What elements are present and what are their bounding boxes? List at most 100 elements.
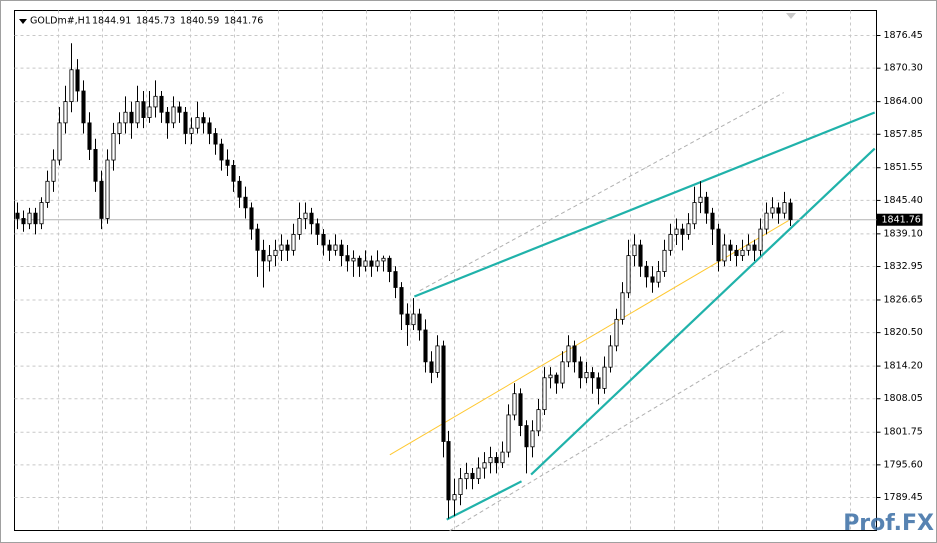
y-tick-label: 1876.45	[884, 30, 923, 41]
y-tick-label: 1795.60	[884, 459, 923, 470]
candle-body	[411, 313, 416, 326]
candle-body	[183, 111, 188, 134]
candle-body	[734, 249, 739, 257]
candle-body	[656, 271, 661, 283]
candle-body	[315, 223, 320, 235]
candle-body	[632, 244, 637, 257]
candle-body	[33, 212, 38, 225]
candle-body	[171, 106, 176, 124]
candle-body	[698, 196, 703, 203]
candle-body	[770, 207, 775, 214]
candle-body	[728, 244, 733, 251]
trendline	[419, 92, 784, 292]
candle-body	[207, 122, 212, 134]
candle-body	[680, 228, 685, 235]
candle-body	[393, 271, 398, 288]
y-tick-label: 1808.05	[884, 393, 923, 404]
candle-body	[524, 425, 529, 448]
candle-body	[405, 313, 410, 326]
candle-body	[542, 377, 547, 411]
candle-body	[15, 212, 20, 219]
candle-body	[494, 457, 499, 464]
candle-body	[195, 117, 200, 129]
candle-body	[219, 143, 224, 161]
y-tick-label: 1789.45	[884, 492, 923, 503]
candle-body	[27, 212, 32, 225]
candle-body	[69, 69, 74, 103]
candle-body	[303, 212, 308, 219]
candle-body	[87, 122, 92, 150]
candle-body	[147, 106, 152, 118]
candle-body	[572, 345, 577, 363]
y-tick-label: 1845.40	[884, 195, 923, 206]
candle-body	[740, 249, 745, 257]
menu-arrow	[19, 19, 27, 24]
candle-body	[650, 276, 655, 283]
candle-body	[429, 361, 434, 373]
candle-body	[123, 111, 128, 124]
candle-body	[435, 345, 440, 373]
plot-area	[14, 10, 877, 531]
candle-body	[620, 292, 625, 320]
candle-body	[704, 196, 709, 214]
candle-body	[668, 233, 673, 251]
candle-body	[608, 345, 613, 368]
candle-body	[141, 101, 146, 118]
candle-body	[267, 255, 272, 262]
watermark: Prof.FX	[843, 511, 934, 536]
candle-body	[339, 244, 344, 257]
candle-body	[321, 233, 326, 246]
y-tick-label: 1820.50	[884, 327, 923, 338]
candle-body	[45, 180, 50, 203]
grid	[14, 10, 877, 531]
candle-body	[596, 377, 601, 389]
y-tick-label: 1801.75	[884, 427, 923, 438]
candle-body	[578, 361, 583, 379]
candle-body	[464, 472, 469, 480]
trendline	[446, 480, 523, 521]
current-price-box	[876, 213, 923, 226]
candle-body	[231, 164, 236, 182]
candle-body	[506, 414, 511, 453]
candle-body	[189, 127, 194, 134]
trendline	[449, 330, 784, 532]
candle-body	[548, 374, 553, 379]
candle-body	[560, 361, 565, 384]
candle-body	[75, 69, 80, 92]
y-tick-label: 1839.10	[884, 228, 923, 239]
candle-body	[788, 202, 793, 221]
candle-body	[369, 260, 374, 267]
current-price-label: 1841.76	[882, 215, 921, 226]
high-value: 1845.73	[136, 16, 175, 27]
candle-body	[758, 228, 763, 251]
trendline	[530, 147, 876, 476]
y-tick-label: 1826.65	[884, 294, 923, 305]
candle-body	[237, 180, 242, 198]
open-value: 1844.91	[92, 16, 131, 27]
candle-body	[261, 249, 266, 262]
candle-body	[39, 202, 44, 225]
candle-body	[255, 228, 260, 251]
candle-body	[776, 207, 781, 214]
candle-body	[357, 257, 362, 267]
candle-body	[746, 244, 751, 251]
candle-body	[297, 218, 302, 235]
candle-body	[63, 101, 68, 124]
candle-body	[476, 467, 481, 480]
candle-body	[452, 494, 457, 501]
candle-body	[722, 244, 727, 262]
candle-body	[225, 159, 230, 166]
candle-body	[375, 260, 380, 267]
trendline	[413, 111, 876, 298]
shift-marker	[786, 13, 796, 19]
candle-body	[177, 106, 182, 113]
candle-body	[752, 244, 757, 251]
candle-body	[279, 244, 284, 251]
candle-body	[614, 318, 619, 347]
candle-body	[716, 228, 721, 262]
candle-body	[165, 111, 170, 124]
candle-body	[333, 244, 338, 251]
candle-body	[482, 462, 487, 469]
candle-body	[243, 196, 248, 209]
candle-body	[500, 451, 505, 464]
